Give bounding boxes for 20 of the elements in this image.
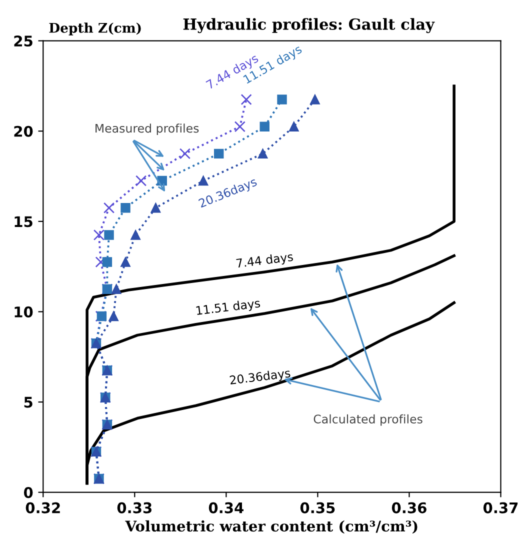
y-tick-label: 25 (14, 36, 32, 47)
text: 20.36days (230, 368, 291, 387)
annotation: Calculated profiles (314, 414, 422, 426)
y-tick-label: 20 (14, 126, 33, 137)
x-tick-label: 0.35 (300, 502, 335, 514)
x-tick-label: 0.37 (483, 502, 518, 514)
text: 11.51 days (196, 298, 261, 318)
annotation: Measured profiles (96, 124, 199, 136)
x-tick-label: 0.33 (117, 502, 152, 514)
x-tick-label: 0.32 (26, 502, 60, 514)
x-tick-label: 0.34 (208, 502, 244, 514)
x-axis-title: Volumetric water content (cm³/cm³) (125, 520, 418, 534)
x-tick-label: 0.36 (392, 502, 426, 514)
y-tick-label: 0 (24, 487, 33, 498)
y-axis-title: Depth Z(cm) (49, 22, 141, 36)
y-tick-label: 15 (14, 216, 32, 228)
y-tick-label: 5 (24, 396, 32, 408)
text: 7.44 days (236, 252, 294, 270)
chart-title: Hydraulic profiles: Gault clay (183, 18, 435, 34)
y-tick-label: 10 (14, 306, 33, 318)
